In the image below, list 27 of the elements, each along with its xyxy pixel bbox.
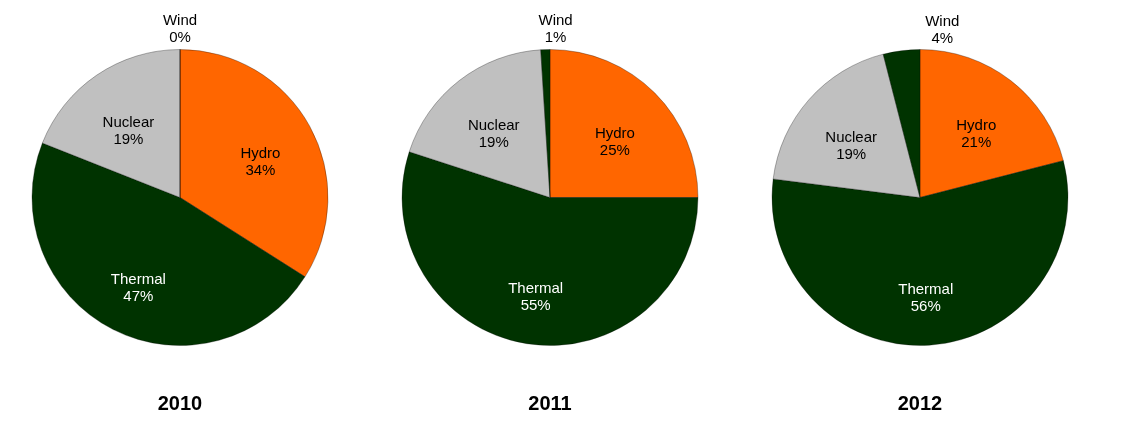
data-label: 19%: [113, 129, 144, 147]
category-label: Wind: [162, 10, 198, 28]
data-label: 19%: [836, 144, 867, 162]
data-label: 21%: [961, 133, 992, 150]
data-label: 19%: [478, 133, 509, 150]
text: 2010: [157, 392, 203, 414]
slice-label: Hydro: [956, 116, 997, 133]
slice-label: Nuclear: [102, 112, 155, 130]
data-label: 4%: [931, 29, 954, 47]
slice-label: Nuclear: [825, 127, 878, 145]
text: 2012: [897, 392, 943, 414]
data-label: 25%: [599, 140, 630, 158]
slice-label: Wind: [925, 12, 960, 30]
slice-label: Thermal: [110, 270, 166, 288]
data-label: 34%: [245, 161, 276, 179]
slice-label: Wind: [538, 10, 573, 28]
slice-label: Thermal: [508, 279, 564, 297]
data-label: 56%: [910, 297, 941, 315]
text: 2011: [528, 392, 572, 414]
data-label: 47%: [123, 287, 154, 305]
text: 0%: [169, 27, 191, 45]
slice-label: Thermal: [898, 280, 954, 298]
data-label: 1%: [544, 27, 567, 45]
slice-label: Nuclear: [467, 116, 520, 133]
slice-label: Hydro: [240, 144, 281, 162]
slice-label: Hydro: [594, 123, 635, 141]
data-label: 55%: [520, 296, 551, 314]
